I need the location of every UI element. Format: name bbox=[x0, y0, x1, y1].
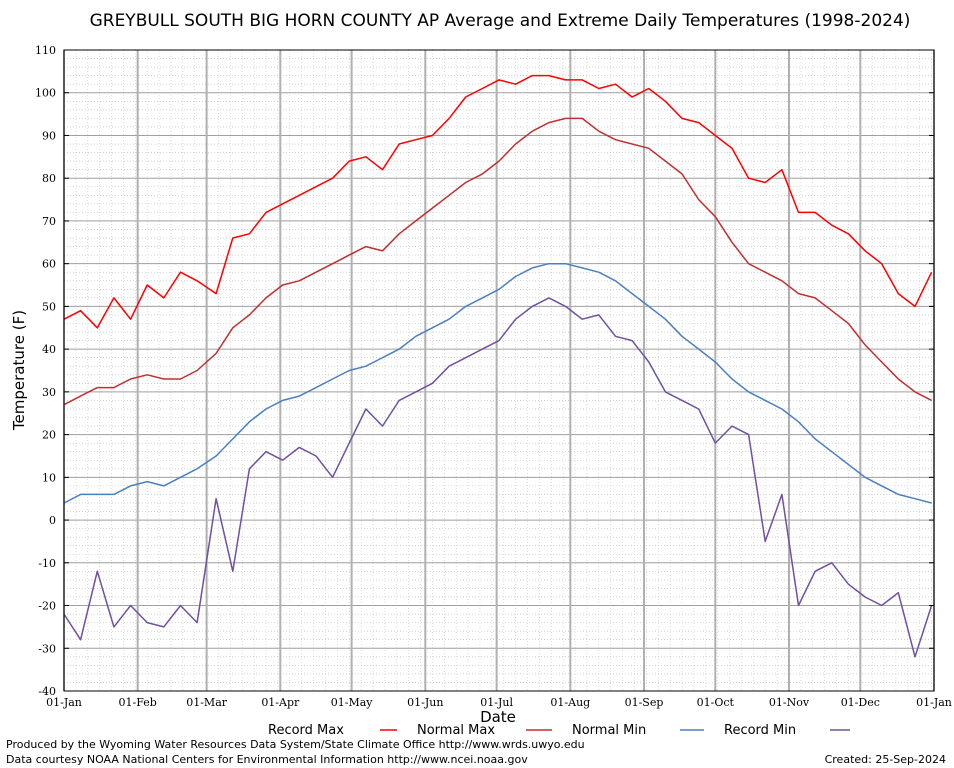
x-tick-label: 01-Nov bbox=[769, 696, 810, 709]
y-tick-label: -10 bbox=[38, 557, 56, 570]
legend-label: Record Max bbox=[268, 723, 344, 738]
y-tick-label: -40 bbox=[38, 685, 56, 698]
created-date: Created: 25-Sep-2024 bbox=[824, 753, 946, 766]
y-tick-label: 50 bbox=[42, 300, 56, 313]
legend-label: Normal Min bbox=[572, 723, 646, 738]
x-tick-label: 01-Dec bbox=[841, 696, 880, 709]
x-tick-label: 01-Jan bbox=[46, 696, 82, 709]
y-tick-label: 30 bbox=[42, 386, 56, 399]
y-tick-label: 20 bbox=[42, 429, 56, 442]
x-tick-label: 01-May bbox=[331, 696, 374, 709]
y-tick-label: 80 bbox=[42, 172, 56, 185]
y-axis-label: Temperature (F) bbox=[10, 310, 28, 431]
y-tick-label: -20 bbox=[38, 600, 56, 613]
x-tick-label: 01-Sep bbox=[625, 696, 664, 709]
x-tick-label: 01-Jan bbox=[916, 696, 952, 709]
series-line-normal-min bbox=[63, 262, 932, 504]
credit-line-2: Data courtesy NOAA National Centers for … bbox=[6, 753, 528, 766]
credit-line-1: Produced by the Wyoming Water Resources … bbox=[6, 738, 585, 751]
minor-gridlines bbox=[63, 49, 934, 692]
x-tick-label: 01-Apr bbox=[261, 696, 300, 709]
y-tick-label: 90 bbox=[42, 129, 56, 142]
y-tick-label: 100 bbox=[35, 87, 56, 100]
x-axis-label: Date bbox=[480, 708, 516, 726]
x-tick-label: 01-Feb bbox=[119, 696, 157, 709]
y-tick-label: 110 bbox=[35, 44, 56, 57]
plot-frame bbox=[63, 49, 935, 692]
x-tick-label: 01-Oct bbox=[697, 696, 735, 709]
y-tick-label: 40 bbox=[42, 343, 56, 356]
y-tick-label: 10 bbox=[42, 471, 56, 484]
y-tick-label: 0 bbox=[49, 514, 56, 527]
series-line-record-max bbox=[63, 74, 933, 329]
chart-title: GREYBULL SOUTH BIG HORN COUNTY AP Averag… bbox=[90, 11, 911, 31]
legend-label: Normal Max bbox=[417, 723, 495, 738]
y-tick-label: -30 bbox=[38, 642, 56, 655]
x-tick-label: 01-Jul bbox=[480, 696, 513, 709]
legend: Record Max Normal Max Normal Min Record Min bbox=[268, 723, 850, 738]
y-tick-labels: -40 -30 -20 -10 0 10 20 30 40 50 60 70 80 90 100 110 bbox=[35, 44, 56, 698]
series-layer bbox=[63, 74, 933, 658]
x-tick-label: 01-Aug bbox=[550, 696, 590, 709]
axes bbox=[63, 49, 935, 692]
x-tick-label: 01-Jun bbox=[407, 696, 443, 709]
y-tick-label: 60 bbox=[42, 258, 56, 271]
y-tick-label: 70 bbox=[42, 215, 56, 228]
x-tick-labels: 01-Jan 01-Feb 01-Mar 01-Apr 01-May 01-Jun 01-J… bbox=[46, 696, 952, 709]
x-tick-label: 01-Mar bbox=[186, 696, 228, 709]
legend-label: Record Min bbox=[724, 723, 796, 738]
series-line-normal-max bbox=[63, 117, 932, 406]
series-line-record-min bbox=[63, 297, 933, 658]
